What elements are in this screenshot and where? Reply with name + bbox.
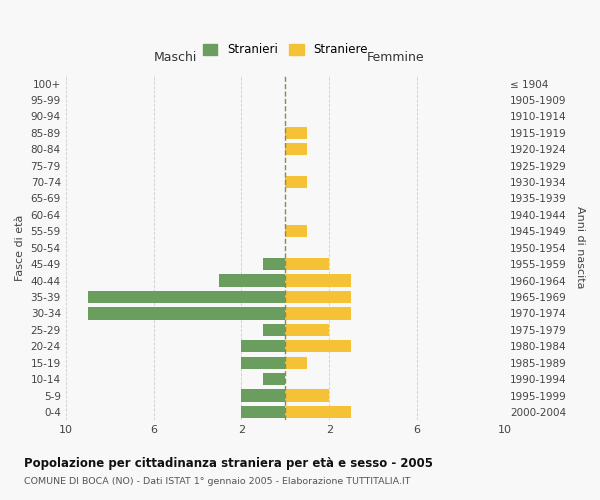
Legend: Stranieri, Straniere: Stranieri, Straniere xyxy=(200,40,371,60)
Bar xyxy=(286,340,351,352)
Bar xyxy=(286,258,329,270)
Bar xyxy=(286,143,307,156)
Y-axis label: Anni di nascita: Anni di nascita xyxy=(575,206,585,289)
Bar xyxy=(286,274,351,286)
Y-axis label: Fasce di età: Fasce di età xyxy=(15,214,25,281)
Bar xyxy=(286,406,351,418)
Bar xyxy=(241,356,286,369)
Bar xyxy=(241,340,286,352)
Bar xyxy=(286,126,307,139)
Text: Femmine: Femmine xyxy=(367,51,424,64)
Bar xyxy=(241,390,286,402)
Bar xyxy=(286,390,329,402)
Text: Popolazione per cittadinanza straniera per età e sesso - 2005: Popolazione per cittadinanza straniera p… xyxy=(24,458,433,470)
Text: Maschi: Maschi xyxy=(154,51,197,64)
Bar xyxy=(88,291,286,303)
Bar xyxy=(286,356,307,369)
Bar xyxy=(263,373,286,385)
Bar xyxy=(286,291,351,303)
Bar xyxy=(286,324,329,336)
Bar xyxy=(263,258,286,270)
Bar xyxy=(88,307,286,320)
Bar xyxy=(241,406,286,418)
Bar xyxy=(263,324,286,336)
Text: COMUNE DI BOCA (NO) - Dati ISTAT 1° gennaio 2005 - Elaborazione TUTTITALIA.IT: COMUNE DI BOCA (NO) - Dati ISTAT 1° genn… xyxy=(24,478,410,486)
Bar xyxy=(286,225,307,237)
Bar xyxy=(286,176,307,188)
Bar xyxy=(286,307,351,320)
Bar xyxy=(220,274,286,286)
